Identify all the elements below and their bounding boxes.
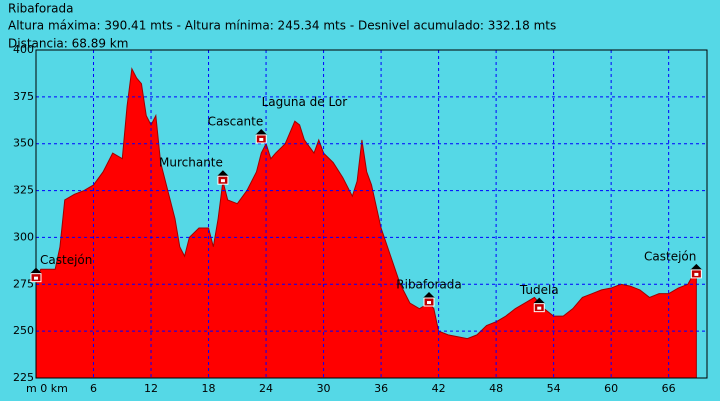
waypoint-icon: [30, 267, 42, 283]
waypoint-icon: [423, 292, 436, 307]
window: [694, 272, 699, 276]
y-tick-label: 275: [13, 277, 34, 290]
x-tick-label: 6: [90, 382, 97, 395]
y-tick-label: 250: [13, 324, 34, 337]
x-tick-label: 42: [432, 382, 446, 395]
window: [537, 306, 542, 310]
roof: [533, 297, 546, 304]
y-tick-label: 375: [13, 90, 34, 103]
window: [220, 179, 225, 183]
x-tick-label: 54: [547, 382, 561, 395]
y-tick-label: 300: [13, 230, 34, 243]
x-tick-label: 24: [259, 382, 273, 395]
y-tick-label: 325: [13, 184, 34, 197]
x-tick-label: 30: [317, 382, 331, 395]
x-tick-label: 12: [144, 382, 158, 395]
window: [259, 137, 264, 141]
waypoint-label: Tudela: [519, 283, 559, 297]
waypoint-icon: [690, 263, 703, 279]
chart-title: Ribaforada: [8, 2, 73, 16]
roof: [423, 292, 436, 299]
window: [34, 276, 38, 280]
roof: [690, 263, 703, 270]
waypoint-icon: [533, 297, 546, 313]
waypoint-label: Murchante: [159, 156, 223, 170]
x-tick-label: 36: [374, 382, 388, 395]
waypoint-icon: [216, 170, 229, 185]
elevation-area: [35, 67, 697, 379]
plot-border: [35, 49, 708, 379]
x-tick-label: m 0 km: [26, 382, 68, 395]
x-tick-label: 18: [202, 382, 216, 395]
y-tick-label: 350: [13, 137, 34, 150]
annotation: Laguna de Lor: [262, 95, 348, 109]
waypoint-label: Castejón: [40, 253, 92, 267]
x-tick-label: 60: [604, 382, 618, 395]
x-tick-label: 48: [489, 382, 503, 395]
window: [427, 301, 432, 305]
chart-subtitle: Altura máxima: 390.41 mts - Altura mínim…: [8, 19, 556, 33]
roof: [216, 170, 229, 177]
roof: [255, 128, 268, 135]
distance-label: Distancia: 68.89 km: [8, 37, 128, 51]
roof: [30, 267, 42, 274]
waypoint-label: Castejón: [644, 249, 696, 263]
y-tick-label: 400: [13, 43, 34, 56]
waypoint-label: Ribaforada: [396, 278, 461, 292]
y-tick-label: 225: [13, 371, 34, 384]
waypoint-icon: [255, 128, 268, 144]
x-tick-label: 66: [662, 382, 676, 395]
waypoint-label: Cascante: [208, 114, 264, 128]
